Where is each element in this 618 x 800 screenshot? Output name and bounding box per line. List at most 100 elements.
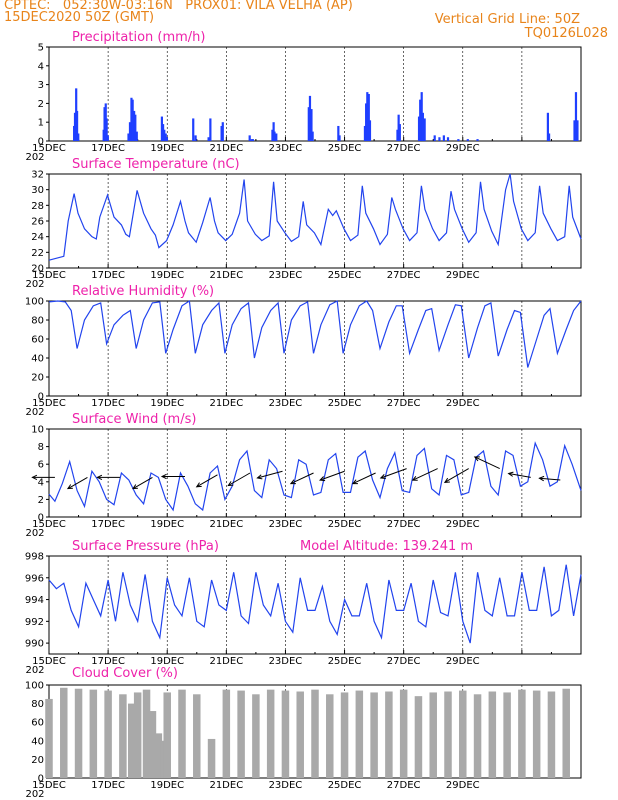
wind-arrow-head	[351, 479, 358, 485]
y-tick-label: 996	[25, 573, 44, 584]
wind-arrow-shaft	[290, 472, 314, 485]
bar	[363, 125, 367, 141]
bar	[77, 133, 80, 141]
x-tick-label: 19DEC	[150, 656, 184, 667]
wind-arrow-head	[195, 482, 202, 488]
x-tick-label: 23DEC	[269, 398, 303, 409]
bar	[271, 129, 274, 141]
x-tick-label: 25DEC	[328, 270, 362, 281]
wind-arrow-shaft	[257, 470, 283, 479]
wind-arrow-head	[507, 471, 514, 477]
bar	[370, 692, 378, 778]
bar	[131, 99, 134, 141]
y-tick-label: 990	[25, 639, 44, 650]
bar	[250, 139, 253, 141]
panel-6: 0 20 40 60 80 100 15DEC 17DEC 19DEC 21DEC 23DEC 25D…	[25, 666, 582, 800]
bar	[103, 107, 106, 141]
bar	[399, 689, 408, 778]
bar	[248, 135, 251, 141]
wind-arrow-head	[411, 475, 418, 481]
bar	[444, 691, 452, 778]
wind-arrow-shaft	[539, 477, 561, 481]
bar	[414, 696, 423, 778]
y-tick-label: 40	[31, 736, 44, 747]
bar	[397, 114, 400, 141]
y-tick-label: 24	[31, 232, 44, 243]
bar	[433, 135, 436, 141]
wind-arrow-head	[160, 473, 167, 480]
x-year-label: 202	[25, 279, 44, 290]
y-tick-label: 998	[25, 552, 44, 563]
panel-title: Surface Wind (m/s)	[72, 412, 196, 427]
panel-frame	[48, 555, 582, 655]
wind-arrow-shaft	[196, 474, 218, 488]
x-tick-label: 15DEC	[32, 270, 66, 281]
wind-arrow	[319, 470, 345, 482]
panel-title: Surface Pressure (hPa)	[72, 539, 219, 554]
bar	[396, 129, 399, 141]
y-tick-label: 0	[38, 137, 44, 148]
bar	[488, 691, 497, 778]
bar	[104, 690, 112, 778]
y-tick-label: 20	[31, 264, 44, 275]
bar	[340, 692, 349, 778]
bar	[75, 110, 79, 141]
y-tick-label: 26	[31, 217, 44, 228]
bar	[266, 689, 275, 778]
bar	[421, 112, 424, 141]
bar	[338, 135, 341, 141]
x-tick-label: 17DEC	[91, 519, 125, 530]
x-tick-label: 17DEC	[91, 398, 125, 409]
x-tick-label: 21DEC	[209, 656, 243, 667]
x-tick-label: 15DEC	[32, 780, 66, 791]
y-tick-label: 6	[38, 460, 44, 471]
bar	[237, 690, 245, 778]
bar	[311, 689, 319, 778]
bar	[518, 689, 526, 778]
x-tick-label: 25DEC	[328, 519, 362, 530]
bar	[252, 694, 260, 778]
bar	[222, 689, 231, 778]
x-tick-label: 27DEC	[387, 656, 421, 667]
wind-arrow	[31, 474, 55, 481]
y-tick-label: 22	[31, 248, 44, 259]
bar	[442, 135, 445, 141]
y-tick-label: 40	[31, 354, 44, 365]
y-tick-label: 28	[31, 201, 44, 212]
wind-arrow-head	[227, 481, 234, 487]
x-tick-label: 21DEC	[209, 143, 243, 154]
bar	[420, 92, 423, 141]
wind-arrow-head	[96, 474, 103, 481]
panel-annotation: Model Altitude: 139.241 m	[300, 539, 473, 554]
bar	[74, 688, 83, 778]
bar	[466, 139, 469, 141]
bar	[429, 692, 437, 778]
bar	[310, 109, 313, 141]
bar	[296, 691, 304, 778]
wind-arrow-head	[132, 484, 138, 490]
panel-5: 990 992 994 996 998 15DEC 17DEC 19DEC 21DEC 23DEC…	[25, 539, 582, 676]
bar	[207, 738, 216, 778]
header-grid-note: Vertical Grid Line: 50Z	[434, 12, 580, 27]
bar	[367, 94, 370, 141]
x-tick-label: 15DEC	[32, 519, 66, 530]
wind-arrow-head	[443, 477, 450, 483]
x-tick-label: 17DEC	[91, 143, 125, 154]
bar	[532, 690, 541, 778]
x-tick-label: 19DEC	[150, 270, 184, 281]
wind-arrow-head	[538, 475, 545, 482]
bar	[308, 95, 312, 141]
wind-arrow	[411, 468, 438, 481]
x-tick-label: 23DEC	[269, 519, 303, 530]
bar	[127, 133, 130, 141]
bar	[446, 137, 450, 141]
bar	[161, 124, 165, 141]
x-year-label: 202	[25, 665, 44, 676]
series-line	[48, 299, 582, 368]
bar	[163, 692, 171, 778]
header-run-id: TQ0126L028	[524, 26, 608, 41]
wind-arrow-head	[256, 474, 263, 480]
y-tick-label: 80	[31, 316, 44, 327]
bar	[160, 116, 164, 141]
